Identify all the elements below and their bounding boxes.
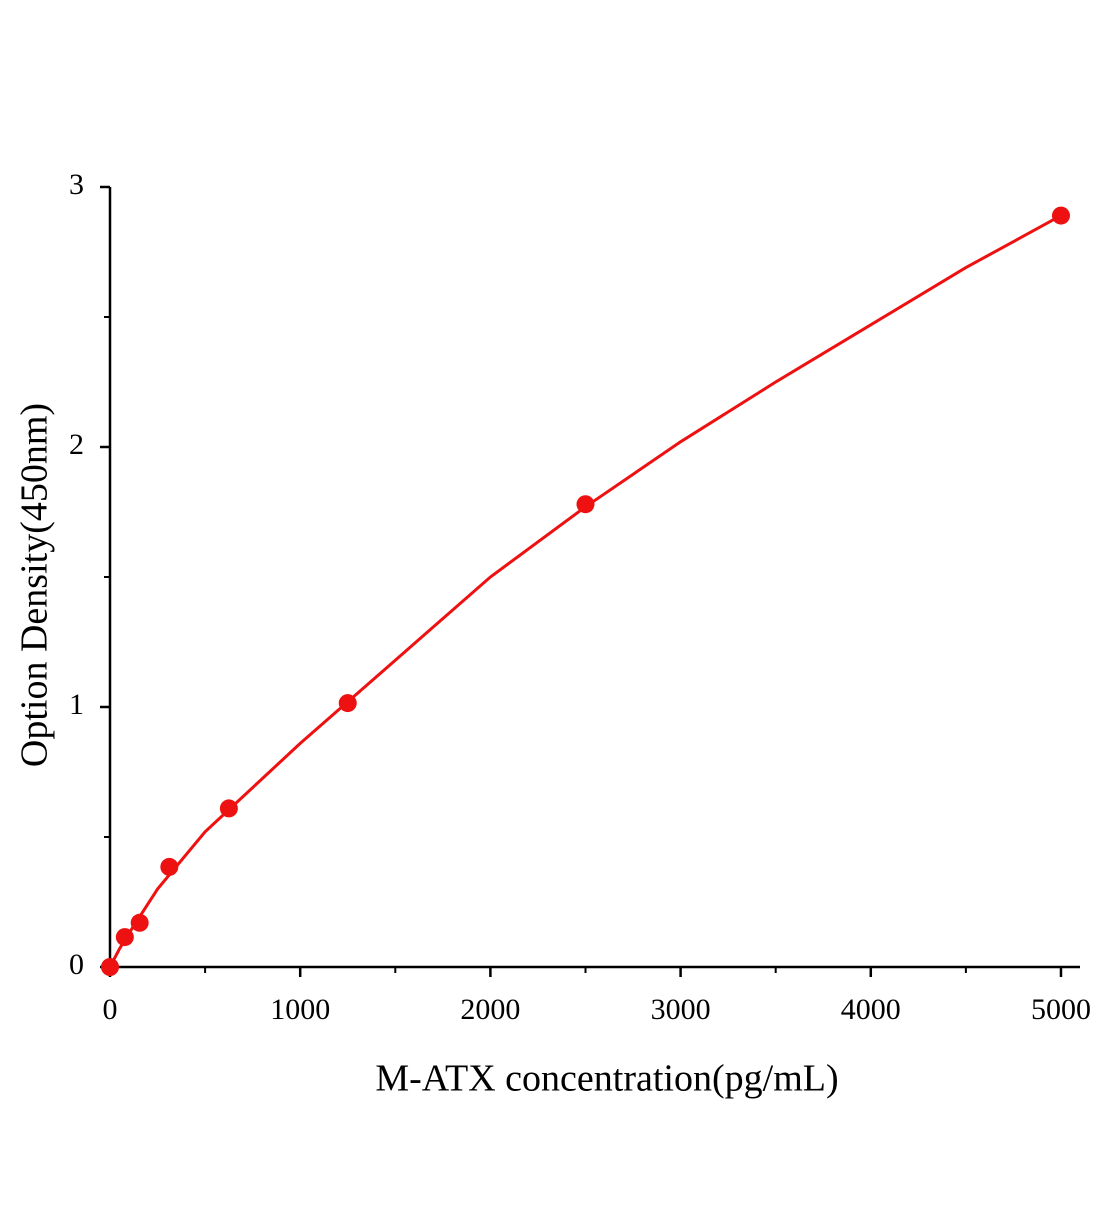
x-tick-label: 0 bbox=[103, 993, 118, 1026]
fit-curve bbox=[108, 214, 1062, 968]
y-tick-label: 3 bbox=[69, 168, 84, 201]
data-point bbox=[160, 857, 179, 876]
data-point bbox=[130, 913, 149, 932]
data-point bbox=[115, 928, 134, 947]
data-point bbox=[1051, 206, 1070, 225]
y-tick-label: 1 bbox=[69, 688, 84, 721]
x-tick-label: 3000 bbox=[651, 993, 711, 1026]
data-point bbox=[101, 958, 119, 976]
x-tick-label: 5000 bbox=[1031, 993, 1091, 1026]
y-tick-label: 2 bbox=[69, 428, 84, 461]
y-axis-label: Option Density(450nm) bbox=[14, 403, 56, 767]
x-tick-label: 1000 bbox=[270, 993, 330, 1026]
data-point bbox=[338, 694, 357, 713]
data-point bbox=[219, 799, 238, 818]
x-axis-label: M-ATX concentration(pg/mL) bbox=[375, 1058, 838, 1100]
x-tick-label: 4000 bbox=[841, 993, 901, 1026]
data-point bbox=[576, 495, 595, 514]
y-tick-label: 0 bbox=[69, 948, 84, 981]
x-tick-label: 2000 bbox=[460, 993, 520, 1026]
